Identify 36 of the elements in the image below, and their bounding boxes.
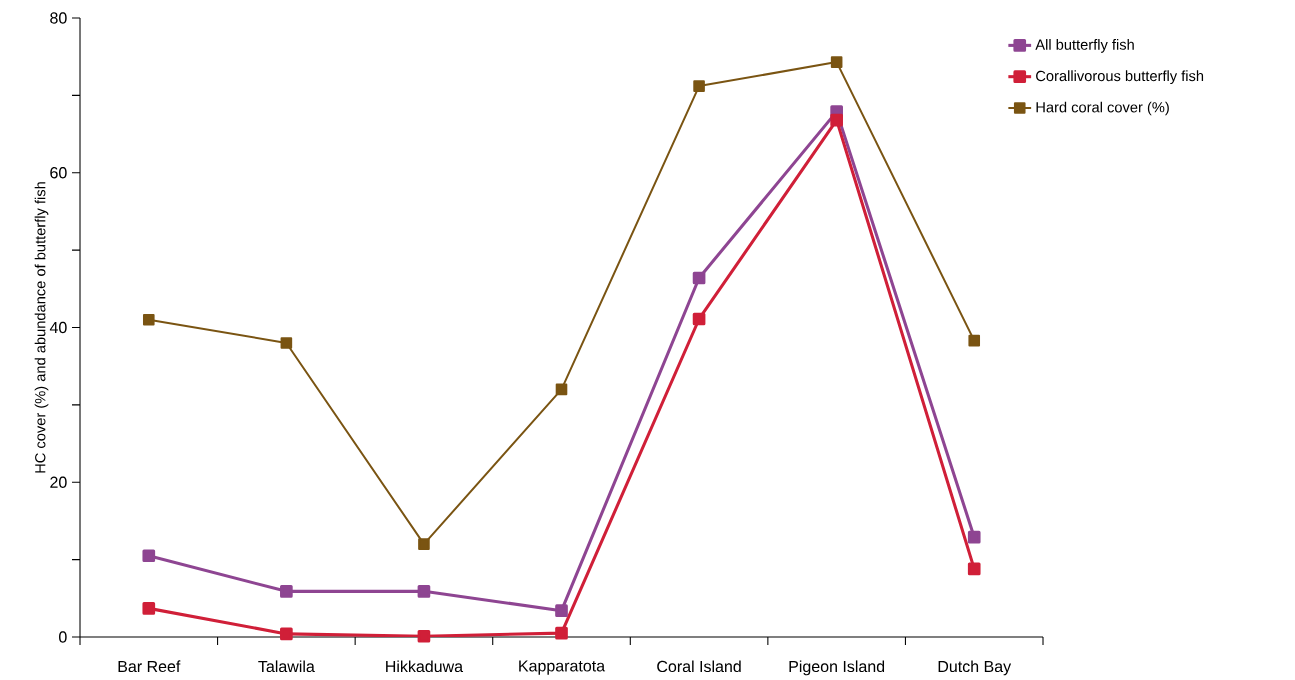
point — [417, 630, 431, 643]
point — [555, 383, 568, 396]
point — [968, 334, 981, 347]
point — [417, 585, 431, 598]
point — [142, 314, 155, 326]
x-tick-label: Dutch Bay — [938, 660, 1012, 676]
y-axis-title: HC cover (%) and abundance of butterfly fish — [34, 182, 49, 473]
x-tick-label: Bar Reef — [118, 660, 181, 673]
y-tick-label: 60 — [50, 167, 67, 179]
point — [142, 549, 156, 563]
point — [418, 538, 430, 551]
point — [280, 585, 293, 598]
point — [280, 337, 293, 349]
point — [830, 113, 843, 127]
point — [555, 626, 568, 640]
x-tick-label: Hikkaduwa — [386, 660, 464, 673]
point — [830, 56, 843, 69]
point — [280, 627, 293, 641]
point — [692, 312, 706, 326]
y-tick-label: 40 — [49, 321, 67, 334]
x-tick-label: Kapparatota — [519, 660, 606, 675]
legend-label: Corallivorous butterfly fish — [1036, 70, 1204, 85]
y-tick-label: 0 — [59, 631, 67, 643]
x-tick-label: Coral Island — [657, 660, 741, 673]
point — [692, 271, 706, 285]
point — [693, 80, 705, 93]
y-tick-label: 80 — [50, 12, 67, 24]
x-tick-label: Talawila — [258, 660, 315, 673]
legend-label: Hard coral cover (%) — [1036, 101, 1169, 116]
legend-label: All butterfly fish — [1035, 39, 1134, 53]
point — [967, 530, 981, 544]
point — [142, 602, 156, 615]
y-tick-label: 20 — [50, 476, 67, 489]
x-tick-label: Pigeon Island — [789, 660, 885, 676]
point — [555, 604, 568, 618]
point — [967, 562, 981, 576]
